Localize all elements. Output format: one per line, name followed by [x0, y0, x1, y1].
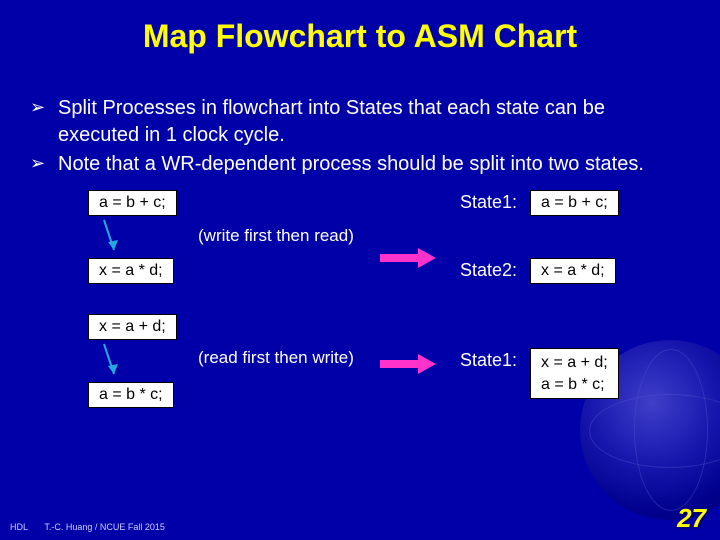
state-box-line: a = b * c;	[541, 376, 605, 393]
footer-hdl: HDL	[10, 522, 28, 532]
page-title: Map Flowchart to ASM Chart	[0, 0, 720, 55]
bullet-text: Note that a WR-dependent process should …	[58, 151, 644, 178]
page-number: 27	[677, 503, 706, 534]
state-box-line: a = b + c;	[541, 194, 608, 211]
code-box: x = a + d;	[88, 314, 177, 340]
state-label: State1:	[460, 350, 517, 371]
bullet-item: ➢ Note that a WR-dependent process shoul…	[30, 151, 690, 178]
chevron-icon: ➢	[30, 151, 58, 178]
dependency-arrow-icon	[96, 216, 126, 260]
state-box-line: x = a * d;	[541, 262, 605, 279]
annotation-text: (read first then write)	[198, 348, 354, 368]
bullet-item: ➢ Split Processes in flowchart into Stat…	[30, 95, 690, 149]
code-box: a = b + c;	[88, 190, 177, 216]
code-box: x = a * d;	[88, 258, 174, 284]
state-box: x = a * d;	[530, 258, 616, 284]
annotation-text: (write first then read)	[198, 226, 354, 246]
maps-to-arrow-icon	[380, 354, 440, 374]
maps-to-arrow-icon	[380, 248, 440, 268]
state-box: a = b + c;	[530, 190, 619, 216]
state-label: State1:	[460, 192, 517, 213]
bullet-list: ➢ Split Processes in flowchart into Stat…	[0, 55, 720, 190]
state-box: x = a + d; a = b * c;	[530, 348, 619, 399]
bullet-text: Split Processes in flowchart into States…	[58, 95, 690, 149]
footer: HDL T.-C. Huang / NCUE Fall 2015	[10, 522, 165, 532]
state-box-line: x = a + d;	[541, 354, 608, 371]
state-label: State2:	[460, 260, 517, 281]
code-box: a = b * c;	[88, 382, 174, 408]
chevron-icon: ➢	[30, 95, 58, 149]
dependency-arrow-icon	[96, 340, 126, 384]
footer-credit: T.-C. Huang / NCUE Fall 2015	[44, 522, 165, 532]
diagram-area: a = b + c; x = a * d; x = a + d; a = b *…	[0, 190, 720, 470]
